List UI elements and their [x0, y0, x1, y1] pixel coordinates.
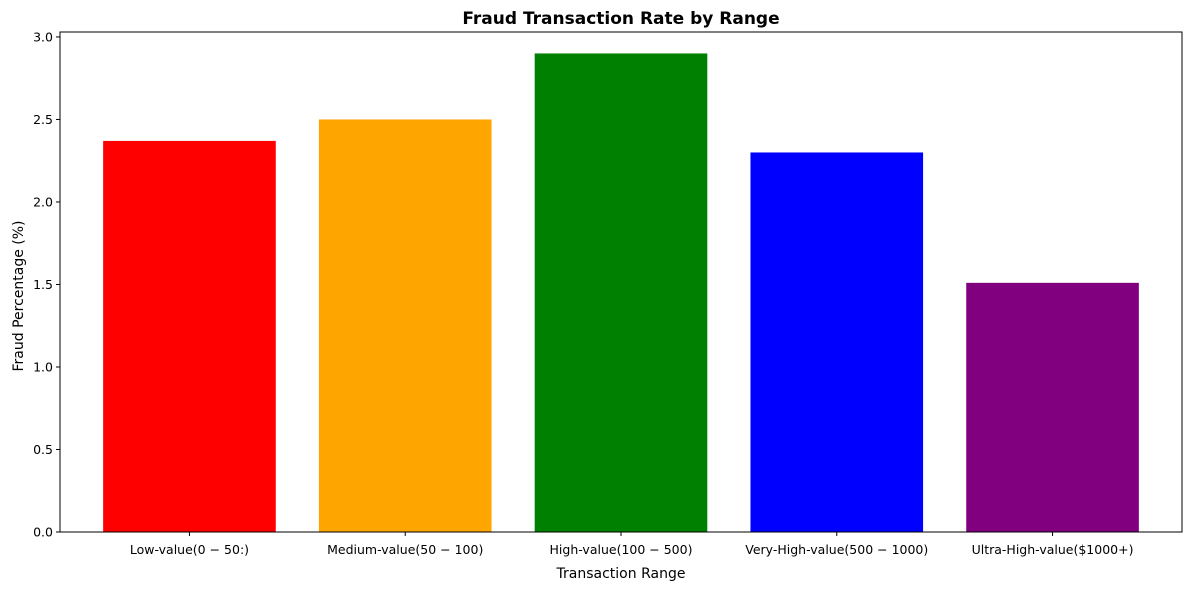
chart-title: Fraud Transaction Rate by Range: [462, 9, 779, 29]
bar: [318, 119, 492, 533]
y-axis-label: Fraud Percentage (%): [11, 220, 27, 371]
x-tick-label: Ultra-High-value($1000+): [972, 542, 1134, 557]
x-axis-label: Transaction Range: [556, 566, 686, 582]
y-tick-label: 2.5: [33, 112, 53, 127]
y-tick-label: 1.0: [33, 359, 53, 374]
y-tick-label: 0.5: [33, 442, 53, 457]
bar: [534, 53, 708, 532]
x-tick-label: Medium-value(50 − 100): [327, 542, 483, 557]
x-tick-label: Very-High-value(500 − 1000): [745, 542, 928, 557]
y-tick-label: 0.0: [33, 525, 53, 540]
y-tick-label: 2.0: [33, 194, 53, 209]
x-tick-label: Low-value(0 − 50:): [130, 542, 249, 557]
y-tick-label: 1.5: [33, 277, 53, 292]
bar: [750, 152, 924, 532]
x-tick-label: High-value(100 − 500): [550, 542, 693, 557]
y-tick-label: 3.0: [33, 29, 53, 44]
bars-layer: [103, 53, 1139, 533]
bar: [966, 282, 1139, 532]
axes-layer: 0.0 0.5 1.0 1.5 2.0 2.5 3.0 Low-value(0 − 50:) M…: [33, 29, 1183, 557]
bar: [103, 140, 276, 532]
